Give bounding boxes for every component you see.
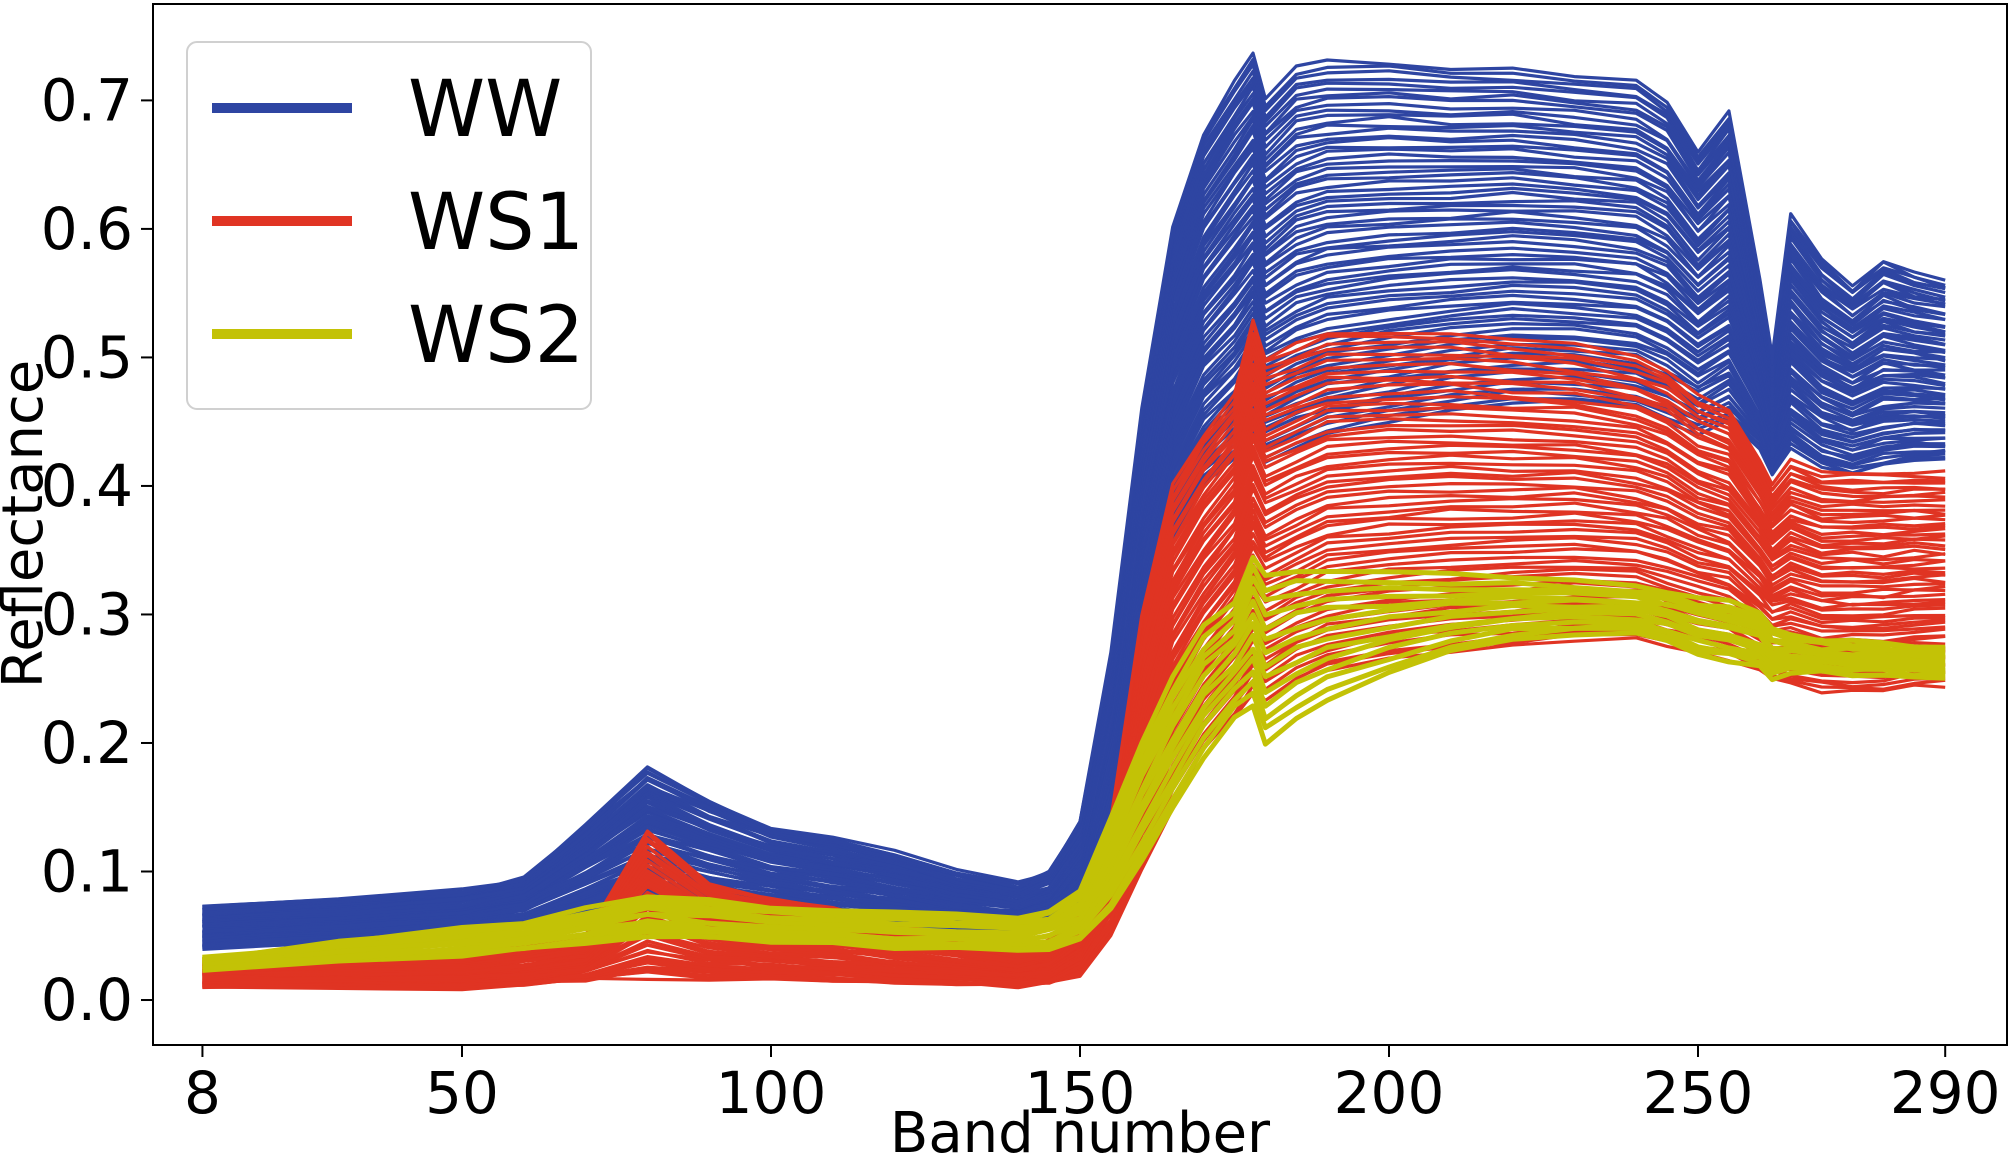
x-tick-label: 250 xyxy=(1643,1059,1754,1127)
legend-label-ww: WW xyxy=(408,65,562,155)
x-tick-label: 100 xyxy=(716,1059,827,1127)
legend-label-ws2: WS2 xyxy=(408,291,584,381)
legend-label-ws1: WS1 xyxy=(408,178,584,268)
spectrum-line-ws1 xyxy=(202,318,1946,965)
y-tick-label: 0.2 xyxy=(41,709,133,777)
y-tick-label: 0.5 xyxy=(41,323,133,391)
x-tick-label: 200 xyxy=(1334,1059,1445,1127)
x-axis: 8 50 100 150 200 250 290 xyxy=(184,1045,2001,1127)
y-tick-label: 0.6 xyxy=(41,195,133,263)
spectrum-line-ws2 xyxy=(202,614,1946,965)
x-tick-label: 290 xyxy=(1890,1059,2001,1127)
spectrum-line-ww xyxy=(202,51,1946,908)
spectrum-line-ws1 xyxy=(202,519,1946,980)
y-axis-label: Reflectance xyxy=(0,360,56,688)
x-axis-label: Band number xyxy=(890,1101,1271,1166)
legend: WW WS1 WS2 xyxy=(186,41,592,410)
x-tick-label: 8 xyxy=(184,1059,221,1127)
legend-box xyxy=(186,41,592,410)
y-tick-label: 0.4 xyxy=(41,452,133,520)
series-ws2 xyxy=(202,554,1946,973)
y-tick-label: 0.1 xyxy=(41,838,133,906)
y-tick-label: 0.3 xyxy=(41,580,133,648)
x-tick-label: 50 xyxy=(425,1059,499,1127)
spectrum-line-ws2 xyxy=(202,586,1946,962)
x-tick-label: 150 xyxy=(1025,1059,1136,1127)
y-axis: 0.0 0.1 0.2 0.3 0.4 0.5 0.6 0.7 xyxy=(41,66,153,1034)
series-layer xyxy=(202,51,1946,992)
spectrum-line-ws2 xyxy=(202,554,1946,963)
legend-entries: WW WS1 WS2 xyxy=(212,65,584,381)
y-tick-label: 0.7 xyxy=(41,66,133,134)
spectrum-line-ws2 xyxy=(202,621,1946,972)
y-tick-label: 0.0 xyxy=(41,966,133,1034)
